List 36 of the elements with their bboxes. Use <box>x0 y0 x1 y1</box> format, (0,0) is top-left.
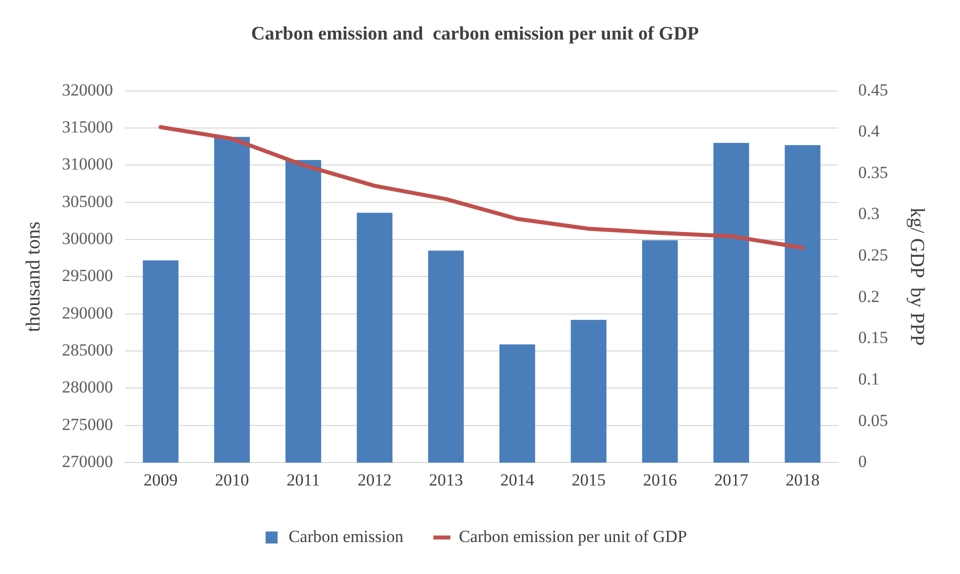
y2-tick-label: 0.4 <box>858 122 880 141</box>
y-tick-label: 315000 <box>62 117 113 136</box>
y-tick-label: 270000 <box>62 452 113 472</box>
y2-tick-label: 0.2 <box>858 286 880 306</box>
x-tick-label: 2018 <box>786 470 820 490</box>
x-tick-label: 2009 <box>144 470 178 490</box>
y2-tick-label: 0.15 <box>858 328 888 348</box>
y-tick-label: 275000 <box>62 414 113 434</box>
x-tick-label: 2012 <box>358 470 392 490</box>
y-tick-label: 310000 <box>62 154 113 174</box>
y2-tick-label: 0.25 <box>858 246 888 265</box>
x-tick-label: 2011 <box>286 470 320 490</box>
y-tick-label: 295000 <box>62 266 113 286</box>
y-tick-label: 285000 <box>62 340 113 360</box>
y2-tick-label: 0 <box>858 452 867 472</box>
y-tick-label: 320000 <box>62 80 113 100</box>
x-tick-label: 2014 <box>500 470 535 490</box>
x-tick-label: 2013 <box>428 470 463 490</box>
x-tick-label: 2016 <box>642 470 677 490</box>
legend-label: Carbon emission <box>288 526 404 546</box>
x-tick-label: 2017 <box>714 470 749 490</box>
x-tick-label: 2010 <box>214 470 249 490</box>
y2-tick-label: 0.45 <box>858 80 888 100</box>
y-tick-label: 305000 <box>62 192 113 211</box>
y2-axis-title: kg/ GDP by PPP <box>906 208 928 346</box>
y-tick-label: 290000 <box>62 303 113 322</box>
legend-label: Carbon emission per unit of GDP <box>458 526 687 546</box>
y2-tick-label: 0.05 <box>858 410 888 430</box>
y2-tick-label: 0.35 <box>858 162 888 182</box>
y2-tick-label: 0.3 <box>858 204 880 224</box>
y-tick-label: 300000 <box>62 228 113 248</box>
y2-tick-label: 0.1 <box>858 369 880 388</box>
y-tick-label: 280000 <box>62 378 113 397</box>
chart-title: Carbon emission and carbon emission per unit of GDP <box>251 23 700 44</box>
x-tick-label: 2015 <box>572 470 606 490</box>
y-axis-title: thousand tons <box>22 221 44 332</box>
